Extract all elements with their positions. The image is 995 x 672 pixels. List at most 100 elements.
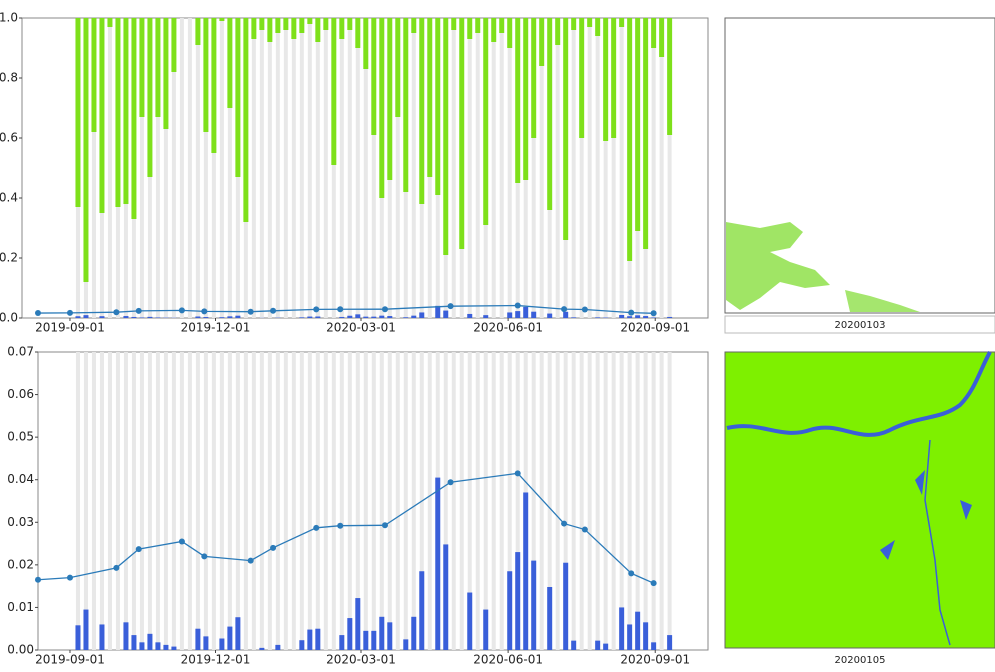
date-stripe xyxy=(316,18,320,318)
x-tick-label: 2020-03-01 xyxy=(326,321,396,335)
bar xyxy=(523,492,528,650)
bar xyxy=(475,18,480,33)
bar xyxy=(403,317,408,318)
bar xyxy=(227,316,232,318)
bar xyxy=(507,571,512,650)
date-stripe xyxy=(308,352,312,650)
bar xyxy=(547,314,552,318)
bar xyxy=(667,317,672,318)
bar xyxy=(147,634,152,650)
bar xyxy=(307,630,312,650)
bar xyxy=(235,316,240,318)
bar xyxy=(635,18,640,231)
date-stripe xyxy=(108,352,112,650)
bar xyxy=(507,18,512,48)
bar xyxy=(291,18,296,39)
bar xyxy=(419,571,424,650)
date-stripe xyxy=(204,352,208,650)
date-stripe xyxy=(140,352,144,650)
x-tick-label: 2019-12-01 xyxy=(181,653,251,667)
date-stripe xyxy=(428,352,432,650)
date-stripe xyxy=(332,352,336,650)
bar xyxy=(491,18,496,42)
bar xyxy=(83,315,88,318)
date-stripe xyxy=(492,18,496,318)
bar xyxy=(539,18,544,66)
bar xyxy=(563,18,568,240)
date-stripe xyxy=(124,352,128,650)
date-stripe xyxy=(652,18,656,318)
date-stripe xyxy=(268,352,272,650)
bar xyxy=(75,316,80,318)
bar xyxy=(115,18,120,207)
date-stripe xyxy=(396,352,400,650)
date-stripe xyxy=(380,352,384,650)
bar xyxy=(299,640,304,650)
map-label: 20200105 xyxy=(835,655,886,666)
date-stripe xyxy=(484,352,488,650)
trend-point xyxy=(136,546,142,552)
date-stripe xyxy=(284,352,288,650)
x-tick-label: 2020-06-01 xyxy=(473,321,543,335)
trend-point xyxy=(448,303,454,309)
bar xyxy=(75,18,80,207)
bar xyxy=(411,617,416,650)
date-stripe xyxy=(356,18,360,318)
y-tick-label: 0.05 xyxy=(7,430,34,444)
trend-point xyxy=(113,565,119,571)
bar xyxy=(211,18,216,153)
trend-point xyxy=(35,577,41,583)
bar xyxy=(635,612,640,650)
date-stripe xyxy=(164,352,168,650)
bar xyxy=(99,316,104,318)
bar xyxy=(227,18,232,108)
date-stripe xyxy=(596,352,600,650)
date-stripe xyxy=(636,352,640,650)
bar xyxy=(667,635,672,650)
trend-point xyxy=(628,570,634,576)
bar xyxy=(307,18,312,24)
bar xyxy=(427,18,432,177)
bar xyxy=(579,18,584,138)
bar xyxy=(155,317,160,318)
bar xyxy=(467,593,472,650)
trend-point xyxy=(382,306,388,312)
date-stripe xyxy=(364,352,368,650)
date-stripe xyxy=(196,352,200,650)
date-stripe xyxy=(252,18,256,318)
date-stripe xyxy=(628,352,632,650)
bar xyxy=(355,314,360,318)
bar xyxy=(443,544,448,650)
date-stripe xyxy=(300,352,304,650)
bar xyxy=(347,18,352,30)
bar xyxy=(235,617,240,650)
date-stripe xyxy=(460,352,464,650)
date-stripe xyxy=(148,352,152,650)
date-stripe xyxy=(228,352,232,650)
bar xyxy=(163,645,168,650)
trend-point xyxy=(270,308,276,314)
bar xyxy=(83,610,88,650)
bar xyxy=(371,18,376,135)
bar xyxy=(315,317,320,319)
bar xyxy=(99,18,104,213)
bar xyxy=(515,311,520,318)
screen: 20200103 20200105 0.00.20.40.60.81.02019… xyxy=(0,0,995,668)
trend-point xyxy=(628,310,634,316)
bar xyxy=(355,18,360,48)
bar xyxy=(627,18,632,261)
date-stripe xyxy=(668,352,672,650)
bar xyxy=(515,18,520,183)
date-stripe xyxy=(604,352,608,650)
bar xyxy=(515,552,520,650)
bar xyxy=(467,18,472,39)
bar xyxy=(619,315,624,318)
date-stripe xyxy=(620,18,624,318)
bar xyxy=(619,18,624,27)
date-stripe xyxy=(316,352,320,650)
date-stripe xyxy=(660,18,664,318)
date-stripe xyxy=(620,352,624,650)
date-stripe xyxy=(388,352,392,650)
trend-point xyxy=(248,558,254,564)
bar xyxy=(435,306,440,318)
